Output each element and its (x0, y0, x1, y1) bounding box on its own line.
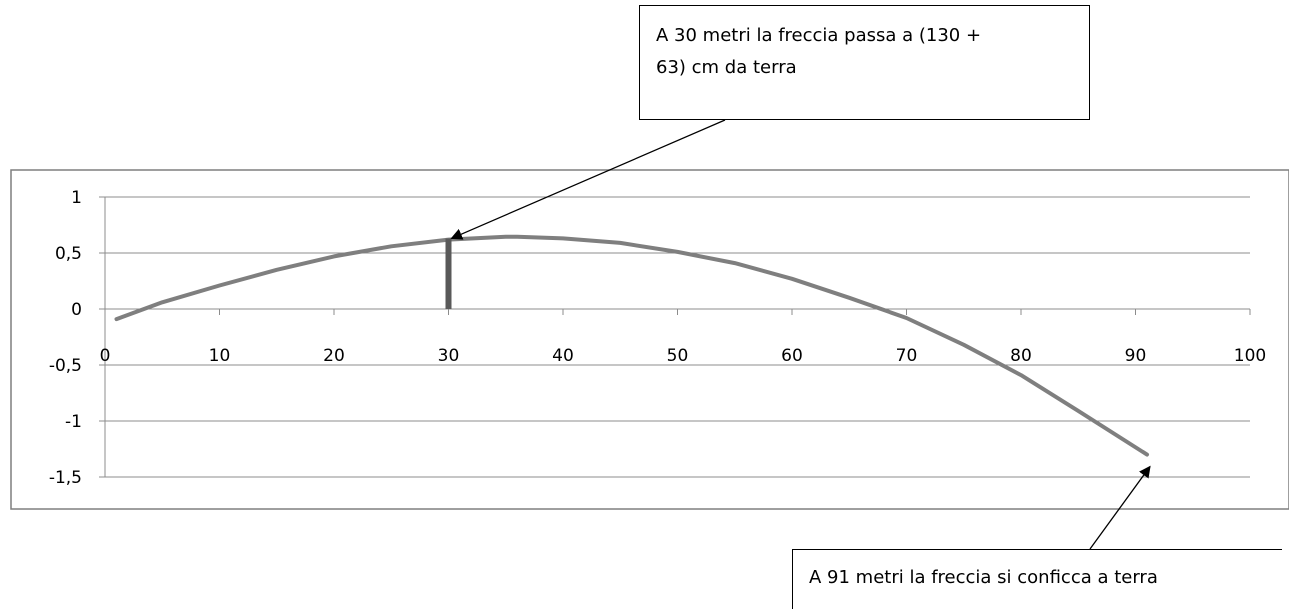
y-tick-label: -0,5 (49, 356, 82, 376)
annotation-arrow-30m (450, 119, 726, 240)
annotation-text-line2: 63) cm da terra (656, 57, 797, 78)
x-tick-label: 50 (667, 346, 689, 366)
chart-frame (10, 169, 1289, 510)
annotation-text: A 91 metri la freccia si conficca a terr… (809, 567, 1158, 588)
y-tick-label: 1 (71, 188, 82, 208)
annotation-text-line1: A 30 metri la freccia passa a (130 + (656, 25, 982, 46)
y-tick-label: -1,5 (49, 468, 82, 488)
annotation-callout-30m: A 30 metri la freccia passa a (130 + 63)… (639, 5, 1090, 120)
x-tick-label: 10 (209, 346, 231, 366)
y-tick-label: -1 (65, 412, 82, 432)
y-tick-label: 0 (71, 300, 82, 320)
x-tick-label: 30 (438, 346, 460, 366)
x-tick-label: 100 (1234, 346, 1266, 366)
x-tick-label: 70 (896, 346, 918, 366)
x-tick-label: 20 (323, 346, 345, 366)
x-tick-label: 0 (100, 346, 111, 366)
x-tick-label: 90 (1125, 346, 1147, 366)
x-tick-label: 60 (781, 346, 803, 366)
x-tick-label: 40 (552, 346, 574, 366)
annotation-callout-91m: A 91 metri la freccia si conficca a terr… (792, 549, 1282, 609)
annotation-arrow-91m (1089, 465, 1151, 550)
trajectory-line (114, 234, 1149, 457)
y-tick-label: 0,5 (55, 244, 82, 264)
x-tick-label: 80 (1010, 346, 1032, 366)
